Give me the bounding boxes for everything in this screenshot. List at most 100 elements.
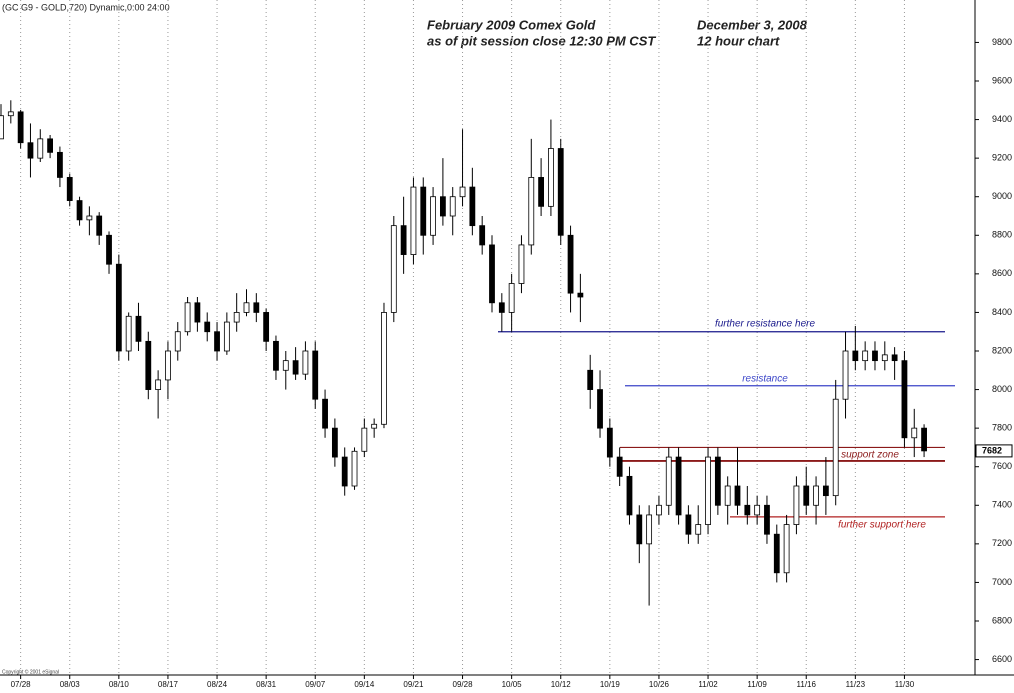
candle-body <box>115 263 122 352</box>
candle-body <box>76 200 83 221</box>
candle-body <box>420 186 427 236</box>
candle-body <box>734 485 741 506</box>
y-tick-label: 7800 <box>992 423 1012 433</box>
y-tick-label: 8600 <box>992 268 1012 278</box>
candle-body <box>439 196 446 217</box>
candle-body <box>518 244 525 284</box>
candle-body <box>312 350 319 400</box>
candle-body <box>773 533 780 574</box>
candle-body <box>646 514 653 545</box>
candle-body <box>204 321 211 333</box>
level-label: further support here <box>838 519 926 530</box>
candle-body <box>302 350 309 375</box>
candle-body <box>17 111 24 144</box>
candle-body <box>86 215 93 221</box>
candle-body <box>37 138 44 159</box>
y-tick-label: 9600 <box>992 75 1012 85</box>
candle-body <box>822 485 829 497</box>
candle-body <box>273 340 279 371</box>
candle-body <box>341 456 348 487</box>
candle-body <box>125 315 132 352</box>
candle-body <box>597 389 603 429</box>
candle-body <box>66 177 73 201</box>
x-tick-label: 09/28 <box>453 680 474 689</box>
candle-body <box>371 423 378 429</box>
x-tick-label: 11/09 <box>747 680 767 689</box>
candle-body <box>361 427 368 452</box>
candle-body <box>282 360 289 371</box>
candle-body <box>263 312 270 342</box>
candle-body <box>135 315 142 342</box>
level-label: further resistance here <box>715 318 815 329</box>
candle-body <box>223 321 230 352</box>
candle-body <box>253 302 260 313</box>
candle-body <box>449 196 456 217</box>
candle-body <box>832 398 839 497</box>
y-tick-label: 6600 <box>992 654 1012 664</box>
candle-body <box>705 456 711 525</box>
y-tick-label: 9200 <box>992 153 1012 163</box>
candle-body <box>842 350 849 400</box>
candle-body <box>636 514 643 545</box>
symbol-header: (GC G9 - GOLD,720) Dynamic,0:00 24:00 <box>2 2 170 12</box>
candle-body <box>567 234 574 294</box>
candle-body <box>538 177 544 207</box>
candle-body <box>479 225 486 246</box>
chart-title: as of pit session close 12:30 PM CST <box>427 33 656 48</box>
candle-body <box>96 215 103 236</box>
chart-subtitle: December 3, 2008 <box>697 17 808 32</box>
candle-body <box>793 485 800 525</box>
x-tick-label: 11/30 <box>895 680 915 689</box>
y-tick-label: 9400 <box>992 114 1012 124</box>
candle-body <box>891 354 898 362</box>
x-tick-label: 10/19 <box>600 680 621 689</box>
candle-body <box>724 485 731 506</box>
candle-body <box>508 283 515 313</box>
candle-body <box>754 504 761 516</box>
candle-body <box>675 456 682 516</box>
y-tick-label: 7400 <box>992 500 1012 510</box>
y-tick-label: 6800 <box>992 615 1012 625</box>
candle-body <box>27 142 34 159</box>
candle-body <box>616 456 623 477</box>
x-tick-label: 08/31 <box>256 680 277 689</box>
x-tick-label: 11/16 <box>797 680 817 689</box>
candle-body <box>7 111 14 117</box>
candle-body <box>626 475 633 516</box>
candle-body <box>57 151 63 178</box>
candle-body <box>685 514 692 535</box>
x-tick-label: 10/12 <box>551 680 572 689</box>
candle-body <box>47 138 53 153</box>
candle-body <box>528 177 535 246</box>
last-price-label: 7682 <box>982 445 1002 455</box>
y-tick-label: 7000 <box>992 577 1012 587</box>
candle-body <box>214 331 220 352</box>
candle-body <box>744 504 751 516</box>
candle-body <box>921 427 927 452</box>
level-label: resistance <box>742 373 788 384</box>
candle-body <box>695 524 702 535</box>
chart-subtitle: 12 hour chart <box>697 33 780 48</box>
candle-body <box>577 292 584 298</box>
candle-body <box>489 244 495 304</box>
y-tick-label: 9800 <box>992 37 1012 47</box>
x-tick-label: 08/03 <box>60 680 81 689</box>
x-tick-label: 09/21 <box>403 680 424 689</box>
candle-body <box>430 196 436 236</box>
candle-body <box>184 302 191 333</box>
x-tick-label: 11/23 <box>846 680 866 689</box>
candle-body <box>400 225 407 255</box>
candle-body <box>557 148 564 236</box>
candle-body <box>351 450 358 487</box>
candle-body <box>656 504 662 516</box>
y-tick-label: 8800 <box>992 230 1012 240</box>
candle-body <box>322 398 328 429</box>
candle-body <box>862 350 869 362</box>
candle-body <box>813 485 819 506</box>
y-tick-label: 9000 <box>992 191 1012 201</box>
candle-body <box>145 340 152 390</box>
candle-body <box>390 225 397 313</box>
candle-body <box>606 427 613 458</box>
